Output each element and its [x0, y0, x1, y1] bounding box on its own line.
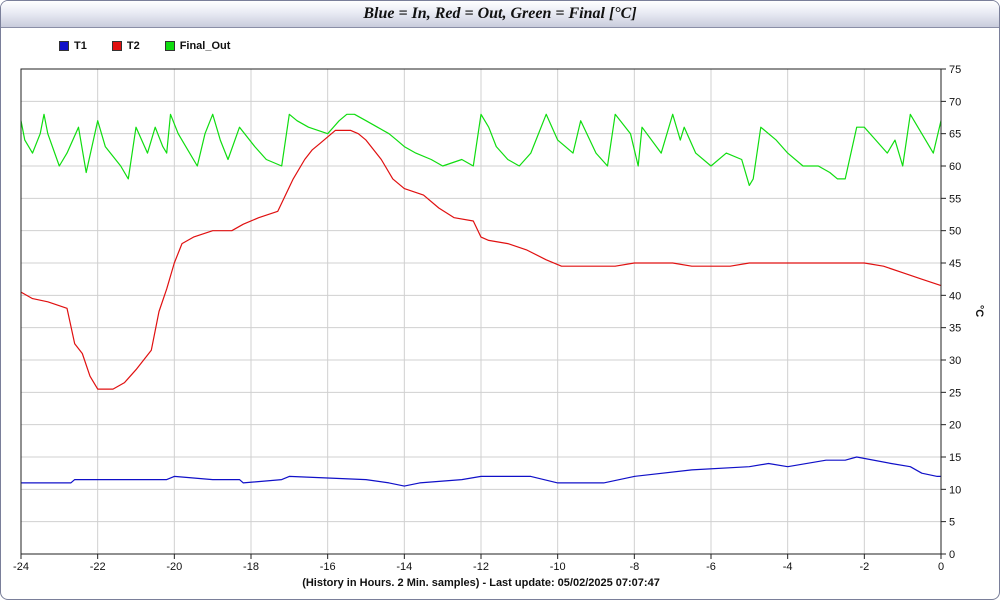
legend: T1 T2 Final_Out [59, 39, 255, 53]
x-tick-label: -18 [243, 561, 259, 573]
y-tick-label: 10 [949, 484, 961, 496]
x-tick-label: -6 [706, 561, 716, 573]
y-tick-label: 25 [949, 387, 961, 399]
legend-item-t1: T1 [59, 40, 87, 52]
legend-label-final-out: Final_Out [179, 40, 231, 52]
y-tick-label: 70 [949, 96, 961, 108]
x-tick-label: -10 [550, 561, 566, 573]
x-tick-label: -22 [90, 561, 106, 573]
y-tick-label: 30 [949, 355, 961, 367]
legend-item-t2: T2 [111, 40, 140, 52]
legend-item-final-out: Final_Out [164, 40, 231, 52]
x-tick-label: -14 [396, 561, 412, 573]
y-tick-label: 45 [949, 258, 961, 270]
x-tick-label: -2 [859, 561, 869, 573]
y-tick-label: 75 [949, 64, 961, 76]
y-tick-label: 15 [949, 452, 961, 464]
x-tick-label: 0 [938, 561, 944, 573]
x-tick-label: -20 [166, 561, 182, 573]
legend-swatch-final-out [164, 41, 175, 51]
series-line-t2 [20, 129, 942, 390]
title-bar: Blue = In, Red = Out, Green = Final [°C] [1, 1, 999, 28]
series-line-t1 [21, 456, 941, 487]
legend-label-t1: T1 [74, 40, 87, 52]
y-tick-label: 50 [949, 226, 961, 238]
x-tick-label: -4 [783, 561, 793, 573]
chart-title: Blue = In, Red = Out, Green = Final [°C] [363, 5, 637, 22]
y-tick-label: 5 [949, 517, 955, 529]
y-axis-unit-label: °C [973, 305, 985, 317]
x-tick-label: -12 [473, 561, 489, 573]
x-tick-label: -8 [629, 561, 639, 573]
x-tick-label: -16 [320, 561, 336, 573]
y-tick-label: 20 [949, 420, 961, 432]
y-tick-label: 40 [949, 290, 961, 302]
y-tick-label: 0 [949, 549, 955, 561]
y-tick-label: 55 [949, 193, 961, 205]
series-line-final-out [20, 113, 942, 186]
x-axis-caption: (History in Hours. 2 Min. samples) - Las… [302, 577, 660, 589]
legend-label-t2: T2 [126, 40, 140, 52]
y-tick-label: 60 [949, 161, 961, 173]
y-tick-label: 35 [949, 323, 961, 335]
legend-swatch-t1 [59, 41, 69, 51]
y-tick-label: 65 [949, 129, 961, 141]
legend-swatch-t2 [111, 41, 122, 51]
x-tick-label: -24 [13, 561, 29, 573]
